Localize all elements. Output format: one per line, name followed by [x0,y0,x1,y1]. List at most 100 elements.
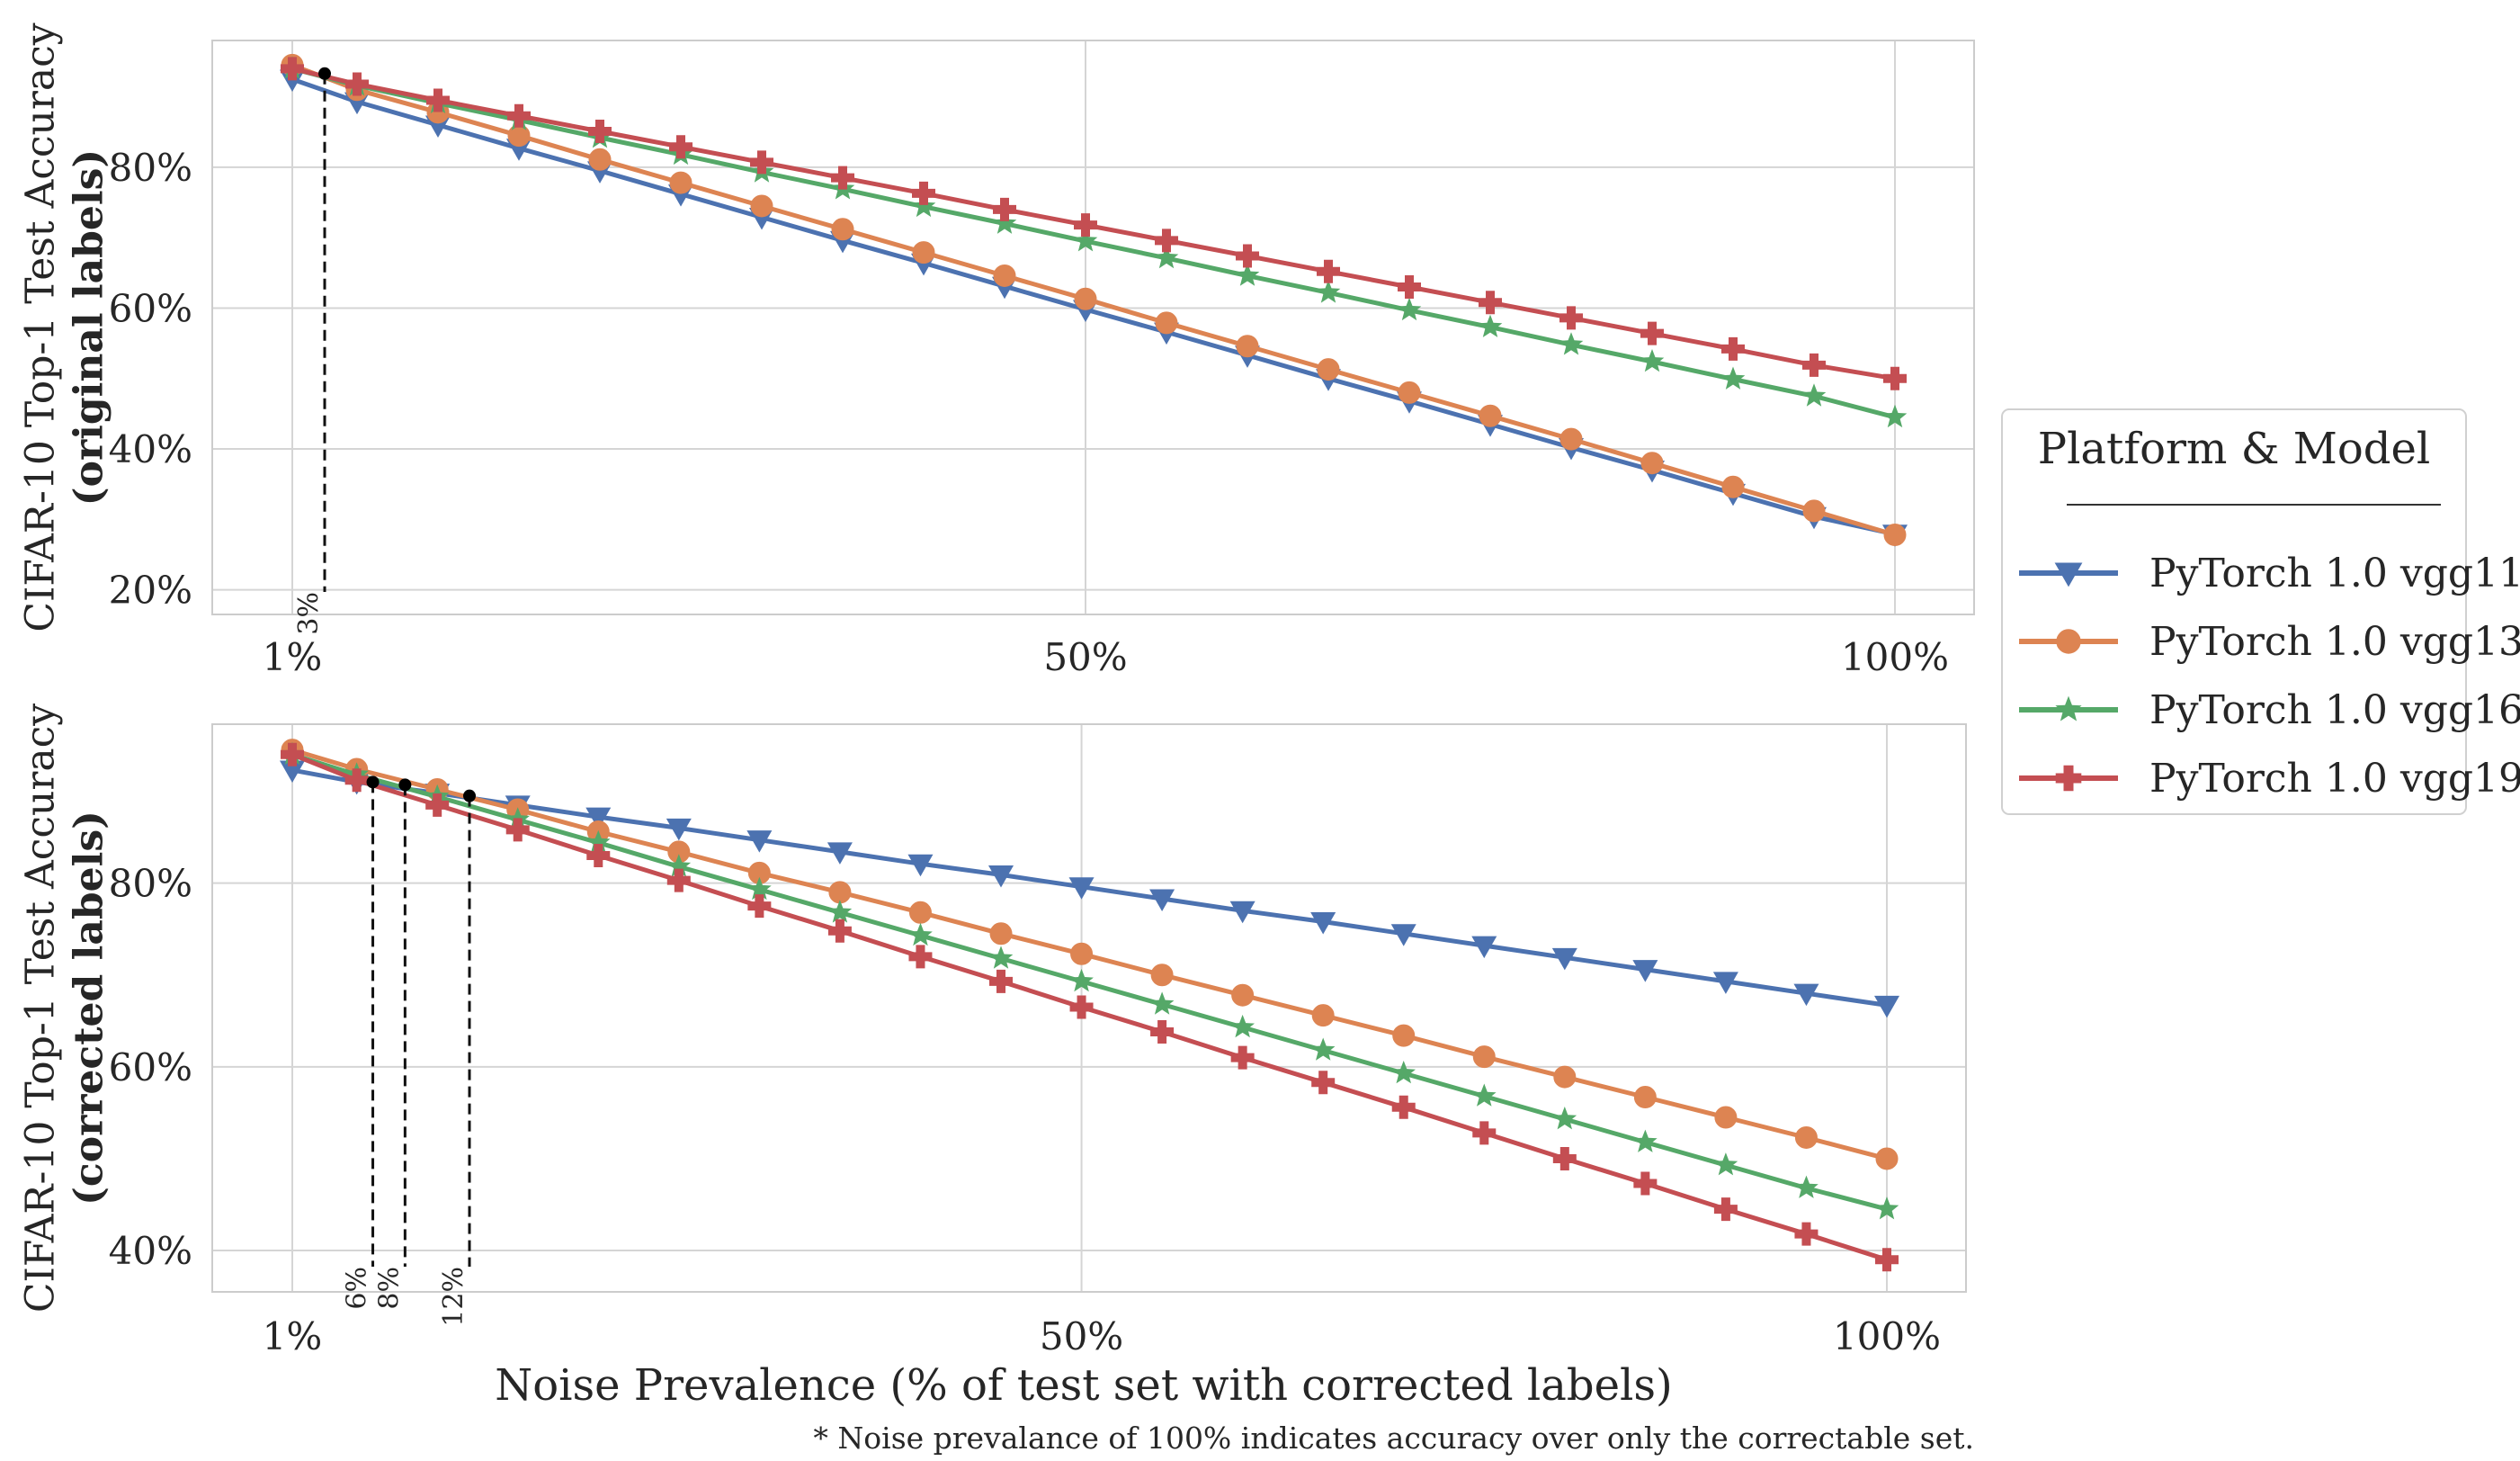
legend-swatch-marker [2056,629,2081,654]
data-point [1882,404,1908,428]
data-point [1154,245,1179,269]
data-point [907,854,934,877]
data-point [344,768,369,793]
data-point [1633,1171,1658,1196]
data-point [1392,1024,1416,1047]
y-tick-label: 40% [109,1229,192,1273]
data-point [586,844,611,868]
data-point [666,868,691,892]
crossover-label: 8% [373,1267,405,1310]
crossover-label: 6% [342,1267,373,1310]
data-point [1397,297,1422,321]
data-point [1391,1061,1416,1084]
data-point [585,807,612,830]
data-point [1073,229,1098,252]
data-point [1310,912,1336,935]
plot-frame [211,40,1975,615]
data-point [1236,335,1259,358]
data-point [912,181,935,205]
data-point [1721,336,1745,361]
data-point [1155,311,1178,335]
data-point [1311,1004,1335,1027]
plot-frame [211,723,1967,1293]
data-point [1551,947,1577,971]
data-point [1471,936,1497,959]
data-point [1794,1125,1818,1149]
series-pytorch-1-0-vgg19 [281,742,1899,1272]
data-point [988,865,1014,888]
data-point [669,135,693,159]
crossover-point [366,775,380,789]
data-point [1231,983,1255,1007]
data-point [908,901,932,924]
crossover-point [463,789,476,802]
footnote: * Noise prevalance of 100% indicates acc… [813,1421,1974,1456]
y-axis-label-subtitle: (corrected labels) [67,811,112,1206]
legend-item-pytorch-1-0-vgg11: PyTorch 1.0 vgg11 [2019,551,2520,596]
data-point [588,119,612,143]
data-point [505,818,530,842]
data-point [1149,889,1175,911]
series-pytorch-1-0-vgg19 [281,57,1907,390]
data-point [1070,942,1094,965]
data-point [1310,1037,1336,1061]
legend-label: PyTorch 1.0 vgg11 [2149,551,2520,596]
data-point [1311,1071,1336,1095]
data-point [1150,964,1174,987]
data-point [828,881,852,904]
data-point [1552,1107,1577,1130]
data-point [1074,287,1097,310]
data-point [1875,1147,1899,1170]
data-point [666,854,692,877]
data-point [1398,274,1421,299]
legend-label: PyTorch 1.0 vgg13 [2149,619,2520,665]
data-point [1553,1065,1577,1089]
data-point [1713,1152,1738,1176]
data-point [345,72,369,96]
data-point [1794,1175,1819,1198]
legend-title: Platform & Model [2038,424,2430,474]
x-tick-label: 100% [1833,1314,1941,1358]
crossover-label: 3% [293,592,325,635]
x-axis-label: Noise Prevalence (% of test set with cor… [495,1360,1672,1411]
x-tick-label: 100% [1841,635,1949,679]
legend-swatch-marker [2055,695,2082,722]
data-point [1793,983,1819,1007]
data-point [281,742,304,766]
y-tick-label: 80% [109,146,192,190]
legend-item-pytorch-1-0-vgg13: PyTorch 1.0 vgg13 [2019,619,2520,665]
legend-label: PyTorch 1.0 vgg16 [2149,687,2520,733]
data-point [588,148,612,171]
data-point [507,124,531,148]
data-point [1472,1121,1497,1145]
data-point [1632,960,1658,982]
crossover-label: 12% [438,1267,469,1327]
data-point [1640,452,1664,475]
data-point [1874,1197,1899,1220]
data-point [1069,968,1094,992]
data-point [1230,1045,1255,1070]
data-point [747,876,772,901]
data-point [1640,321,1664,345]
data-point [1720,366,1746,390]
data-point [1230,1014,1255,1038]
data-point [1552,1146,1577,1170]
y-axis-label: CIFAR-10 Top-1 Test Accuracy [18,704,64,1313]
data-point [831,218,854,241]
data-point [1149,991,1175,1015]
x-tick-label: 1% [263,635,323,679]
legend-item-pytorch-1-0-vgg19: PyTorch 1.0 vgg19 [2019,756,2520,802]
data-point [747,894,772,919]
data-point [1074,213,1097,238]
data-point [1317,358,1340,381]
data-point [827,919,852,943]
data-point [1235,263,1260,286]
data-point [750,194,773,218]
data-point [1713,1197,1738,1222]
legend-swatch-marker [2054,562,2083,587]
data-point [1559,332,1584,355]
legend: Platform & Model PyTorch 1.0 vgg11 PyTorc… [2001,408,2520,815]
data-point [911,193,936,218]
data-point [746,830,773,853]
